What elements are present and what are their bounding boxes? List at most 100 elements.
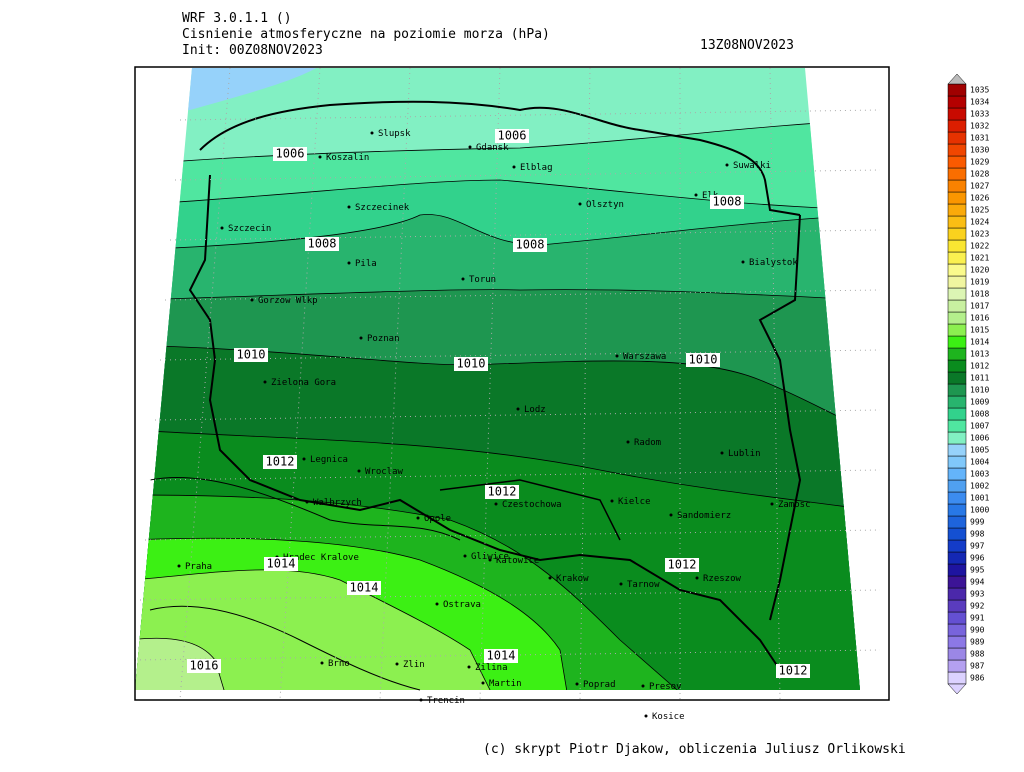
city-marker [494,502,498,506]
colorbar-swatch [947,167,967,181]
isobar-label: 1014 [487,649,516,663]
colorbar-swatch [947,179,967,193]
colorbar-label: 1016 [970,314,989,323]
isobar-label: 1008 [516,238,545,252]
boundaries [149,100,802,691]
isobar-label-box [234,348,268,362]
city-name: Warszawa [623,352,666,362]
colorbar-label: 1032 [970,122,989,131]
city-marker [467,665,471,669]
city-marker [220,226,224,230]
city-name: Praha [185,562,212,572]
city-name: Poprad [583,680,616,690]
city-name: Ostrava [443,600,481,610]
isobar-label-box [686,353,720,367]
city-name: Martin [489,679,522,689]
colorbar-swatch [947,659,967,673]
colorbar-swatch [947,311,967,325]
city-name: Elblag [520,163,553,173]
city-marker [359,336,363,340]
city-name: Zielona Gora [271,378,336,388]
isobar-label-box [513,238,547,252]
isobar-label: 1012 [266,455,295,469]
city-marker [370,131,374,135]
colorbar-swatch [947,215,967,229]
isobar-label: 1012 [668,558,697,572]
isobar-label-box [305,237,339,251]
city-marker [725,163,729,167]
colorbar-label: 1003 [970,470,989,479]
isobar-label-box [485,485,519,499]
colorbar-swatch [947,635,967,649]
city-name: Torun [469,275,496,285]
city-marker [548,576,552,580]
colorbar-label: 998 [970,530,985,539]
city-marker [516,407,520,411]
city-name: Gdansk [476,143,509,153]
city-name: Gliwice [471,552,509,562]
colorbar-label: 1027 [970,182,989,191]
city-name: Szczecin [228,224,271,234]
city-marker [177,564,181,568]
colorbar-label: 986 [970,674,985,683]
isobar-label: 1010 [457,357,486,371]
colorbar-swatch [947,203,967,217]
colorbar-swatch [947,599,967,613]
lat-lon-grid [135,67,881,700]
credits: (c) skrypt Piotr Djakow, obliczenia Juli… [483,742,906,757]
city-marker [468,145,472,149]
colorbar-label: 1010 [970,386,989,395]
city-marker [318,155,322,159]
city-marker [320,661,324,665]
isobar-label: 1008 [308,237,337,251]
isobar-label: 1014 [267,557,296,571]
city-name: Rzeszow [703,574,742,584]
colorbar-label: 1013 [970,350,989,359]
colorbar-swatch [947,563,967,577]
colorbar-swatch [947,119,967,133]
city-marker [419,698,423,702]
isobar-label-box [263,455,297,469]
colorbar-label: 993 [970,590,985,599]
isobar-label-box [710,195,744,209]
city-marker [695,576,699,580]
colorbar-label: 1004 [970,458,989,467]
city-name: Koszalin [326,153,369,163]
variable-name: Cisnienie atmosferyczne na poziomie morz… [182,27,550,42]
colorbar-swatch [947,515,967,529]
city-name: Lublin [728,449,761,459]
city-marker [302,457,306,461]
colorbar-label: 1011 [970,374,989,383]
colorbar-swatch [947,347,967,361]
init-time: Init: 00Z08NOV2023 [182,43,323,58]
colorbar-swatch [947,143,967,157]
colorbar-label: 1020 [970,266,989,275]
city-marker [741,260,745,264]
colorbar-swatch [947,287,967,301]
colorbar-swatch [947,359,967,373]
colorbar-swatch [947,251,967,265]
colorbar-swatch [947,419,967,433]
colorbar-label: 1035 [970,86,989,95]
colorbar-swatch [947,551,967,565]
colorbar-label: 1005 [970,446,989,455]
city-name: Sandomierz [677,511,731,521]
city-marker [461,277,465,281]
city-name: Lodz [524,405,546,415]
city-marker [416,516,420,520]
colorbar-swatch [947,467,967,481]
colorbar-swatch [947,647,967,661]
colorbar-swatch [947,239,967,253]
city-name: Slupsk [378,129,411,139]
city-marker [610,499,614,503]
colorbar-label: 1021 [970,254,989,263]
city-name: Pila [355,259,377,269]
city-marker [347,261,351,265]
city-name: Trencin [427,696,465,706]
colorbar-arrow-bottom [947,683,967,695]
colorbar-label: 1001 [970,494,989,503]
colorbar-label: 990 [970,626,985,635]
city-marker [250,298,254,302]
isobar-label: 1008 [713,195,742,209]
colorbar-label: 988 [970,650,985,659]
